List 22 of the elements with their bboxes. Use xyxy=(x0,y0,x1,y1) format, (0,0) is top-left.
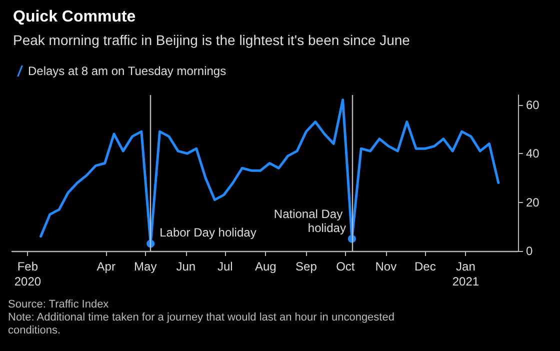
chart-title: Quick Commute xyxy=(13,8,136,26)
y-tick-label: 60 xyxy=(526,98,540,112)
x-tick-label: Dec xyxy=(414,260,436,274)
x-tick-label: Sep xyxy=(296,260,318,274)
x-tick-label: Aug xyxy=(254,260,276,274)
y-tick-label: 20 xyxy=(526,195,540,210)
x-tick-label: May xyxy=(134,260,157,274)
x-tick-label: Apr xyxy=(96,260,116,274)
text: Note: Additional time taken for a journey that would last an hour in uncongested conditions. xyxy=(8,312,398,336)
x-tick-label: Jun xyxy=(176,260,196,274)
x-tick-label: Oct xyxy=(336,260,356,274)
x-tick-label: Jan 2021 xyxy=(452,260,480,288)
annotation: National Day holiday xyxy=(274,206,346,235)
x-tick-label: Feb 2020 xyxy=(14,260,42,288)
source-note: Source: Traffic Index xyxy=(8,298,110,310)
x-tick-label: Jul xyxy=(217,260,233,274)
y-tick-label: 0 xyxy=(526,244,533,258)
chart-subtitle: Peak morning traffic in Beijing is the lightest it's been since June xyxy=(13,32,410,48)
annotation: Labor Day holiday xyxy=(160,226,256,240)
legend-label: Delays at 8 am on Tuesday mornings xyxy=(28,64,226,78)
y-tick-label: 40 xyxy=(526,146,540,160)
x-tick-label: Nov xyxy=(375,260,397,274)
